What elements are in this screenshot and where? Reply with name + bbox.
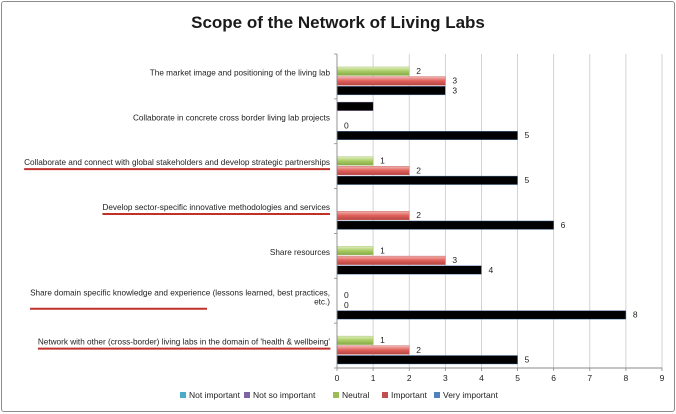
data-label: 2 xyxy=(416,210,421,220)
grid-lines xyxy=(372,54,663,368)
bar-neutral xyxy=(336,156,374,166)
bar-important xyxy=(336,211,410,220)
bar-important xyxy=(336,76,446,86)
data-label: 3 xyxy=(452,76,457,86)
category-label: Collaborate and connect with global stak… xyxy=(24,158,330,167)
bar-neutral xyxy=(336,66,410,76)
data-label: 3 xyxy=(452,85,457,95)
category-label-line: Collaborate and connect with global stak… xyxy=(24,158,330,167)
legend-label: Neutral xyxy=(342,390,370,400)
bar-very-important xyxy=(336,355,518,365)
x-tick-label: 9 xyxy=(660,373,665,383)
axes: 0 1 2 3 4 5 6 7 8 9 xyxy=(334,53,665,383)
legend-swatch-very-important xyxy=(434,392,440,398)
category-labels: The market image and positioning of the … xyxy=(24,68,331,350)
category-label-line: The market image and positioning of the … xyxy=(150,68,331,77)
x-tick-label: 7 xyxy=(587,373,592,383)
legend-swatch-not-important xyxy=(180,392,186,398)
x-tick-label: 0 xyxy=(335,373,340,383)
category-label-line: Collaborate in concrete cross border liv… xyxy=(133,113,330,122)
data-label: 0 xyxy=(344,121,349,131)
x-tick-label: 4 xyxy=(479,373,484,383)
category-label-line: Network with other (cross-border) living… xyxy=(38,338,331,347)
data-label: 2 xyxy=(416,165,421,175)
data-label: 0 xyxy=(344,290,349,300)
legend-label: Important xyxy=(391,390,428,400)
legend-label: Not so important xyxy=(253,390,316,400)
data-label: 0 xyxy=(344,300,349,310)
bar-very-important xyxy=(336,310,627,320)
category-label-line: Develop sector-specific innovative metho… xyxy=(102,203,330,212)
category-label: Network with other (cross-border) living… xyxy=(38,338,331,347)
legend-swatch-not-so-important xyxy=(244,392,250,398)
bar-important xyxy=(336,255,446,265)
legend: Not important Not so important Neutral Impo… xyxy=(180,390,498,400)
x-tick-label: 5 xyxy=(515,373,520,383)
x-tick-label: 1 xyxy=(371,373,376,383)
bar-very-important xyxy=(336,265,482,275)
data-label: 1 xyxy=(380,156,385,166)
bar-very-important xyxy=(336,86,446,96)
bar-neutral xyxy=(336,246,374,256)
x-tick-label: 8 xyxy=(624,373,629,383)
data-label: 5 xyxy=(525,130,530,140)
bar-very-important xyxy=(336,131,518,140)
legend-swatch-important xyxy=(382,392,388,398)
data-label: 8 xyxy=(633,310,638,320)
data-label: 1 xyxy=(380,335,385,345)
chart-title: Scope of the Network of Living Labs xyxy=(191,13,485,32)
x-tick-label: 3 xyxy=(443,373,448,383)
data-label: 1 xyxy=(380,245,385,255)
bar-very-important xyxy=(336,175,518,185)
bar-important xyxy=(336,345,410,355)
data-label: 5 xyxy=(525,355,530,365)
data-label: 2 xyxy=(416,345,421,355)
category-label-line: Share resources xyxy=(270,248,330,257)
data-label: 2 xyxy=(416,66,421,76)
category-label: The market image and positioning of the … xyxy=(150,68,331,77)
category-label-line: Share domain specific knowledge and expe… xyxy=(30,289,330,298)
category-label: Share domain specific knowledge and expe… xyxy=(30,289,330,307)
category-label-line: etc.) xyxy=(314,298,330,307)
legend-swatch-neutral xyxy=(333,392,339,398)
category-label: Share resources xyxy=(270,248,330,257)
data-label: 3 xyxy=(452,255,457,265)
x-tick-label: 6 xyxy=(551,373,556,383)
category-label: Collaborate in concrete cross border liv… xyxy=(133,113,330,122)
category-label: Develop sector-specific innovative metho… xyxy=(102,203,330,212)
x-tick-label: 2 xyxy=(407,373,412,383)
data-label: 6 xyxy=(561,220,566,230)
legend-label: Not important xyxy=(189,390,241,400)
data-label: 4 xyxy=(488,265,493,275)
bar-very-important xyxy=(336,220,554,230)
bar-not-so-important xyxy=(336,101,374,111)
legend-label: Very important xyxy=(443,390,498,400)
data-label: 5 xyxy=(525,175,530,185)
bar-important xyxy=(336,166,410,176)
bar-neutral xyxy=(336,335,374,345)
